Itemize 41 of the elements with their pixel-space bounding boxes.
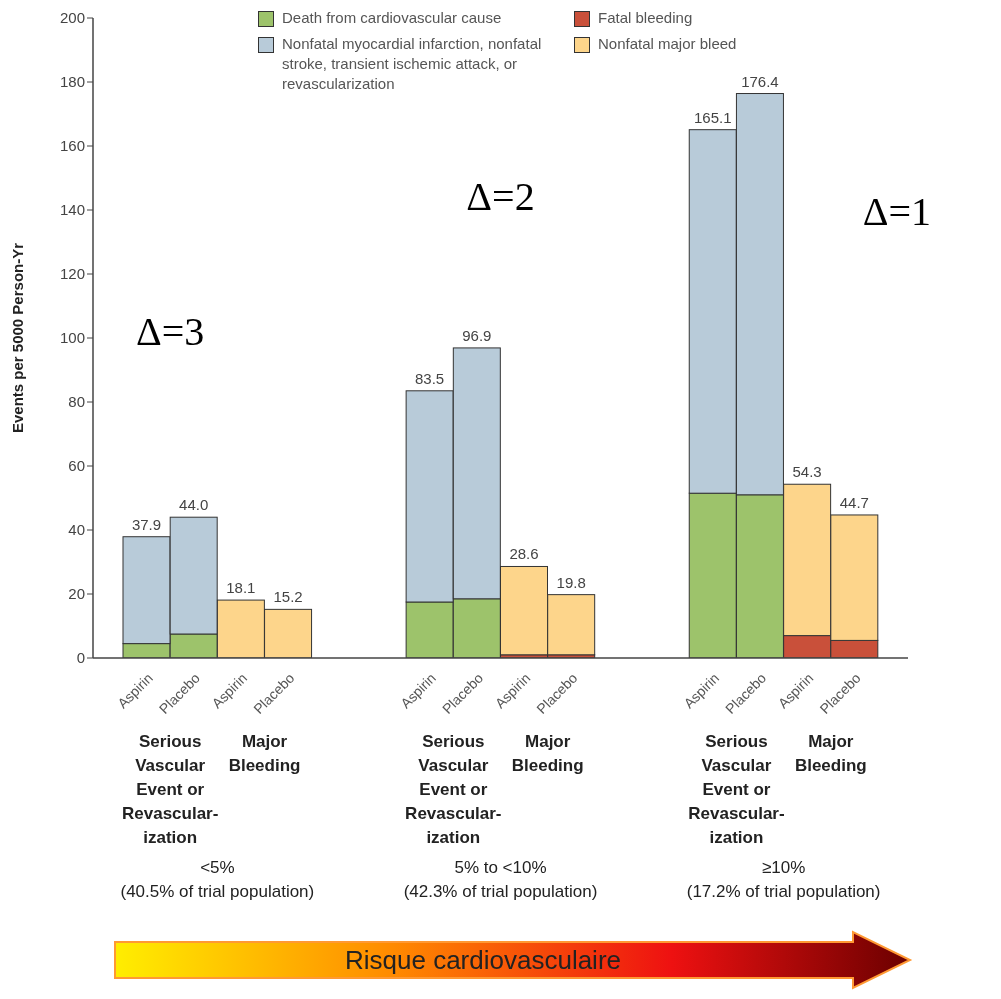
legend-label: Nonfatal myocardial infarction, nonfatal stroke, transient ischemic attack, or revascularization: [282, 34, 543, 94]
text: Serious Vascular Event or Revascular-ization: [687, 731, 786, 849]
total-label: 37.9: [131, 515, 162, 533]
annotation: Δ=1: [861, 188, 932, 235]
total-label: 176.4: [741, 72, 779, 90]
legend-label: Death from cardiovascular cause: [282, 8, 502, 28]
text: Major Bleeding: [793, 731, 868, 777]
total-label: 44.0: [179, 496, 209, 514]
total-label: 19.8: [556, 573, 586, 591]
text: ≥10% (17.2% of trial population): [685, 857, 882, 903]
y-tick-label: 60: [68, 457, 85, 475]
y-tick-label: 80: [68, 393, 85, 411]
y-tick-label: 180: [59, 73, 85, 91]
total-label: 18.1: [226, 579, 256, 597]
annotation: Δ=2: [465, 173, 536, 220]
text: Major Bleeding: [510, 731, 585, 777]
total-label: 44.7: [839, 493, 869, 511]
total-label: 83.5: [415, 369, 445, 387]
text: 5% to <10% (42.3% of trial population): [402, 857, 599, 903]
total-label: 15.2: [273, 588, 303, 606]
y-tick-label: 100: [59, 329, 85, 347]
text: Serious Vascular Event or Revascular-ization: [121, 731, 220, 849]
total-label: 165.1: [693, 108, 732, 126]
y-tick-label: 120: [59, 265, 85, 283]
text: <5% (40.5% of trial population): [119, 857, 316, 903]
legend-label: Nonfatal major bleed: [598, 34, 737, 54]
text: Risque cardiovasculaire: [344, 944, 622, 977]
y-tick-label: 40: [68, 521, 85, 539]
y-tick-label: 20: [68, 585, 85, 603]
total-label: 54.3: [792, 463, 822, 481]
y-tick-label: 140: [59, 201, 85, 219]
total-label: 96.9: [462, 326, 492, 344]
y-tick-label: 160: [59, 137, 85, 155]
total-label: 28.6: [509, 545, 539, 563]
text: Serious Vascular Event or Revascular-ization: [404, 731, 503, 849]
y-tick-label: 200: [59, 9, 85, 27]
y-tick-label: 0: [76, 649, 85, 667]
legend-label: Fatal bleeding: [598, 8, 693, 28]
text: Major Bleeding: [227, 731, 302, 777]
annotation: Δ=3: [135, 308, 206, 355]
y-axis-title: Events per 5000 Person-Yr: [9, 242, 27, 434]
